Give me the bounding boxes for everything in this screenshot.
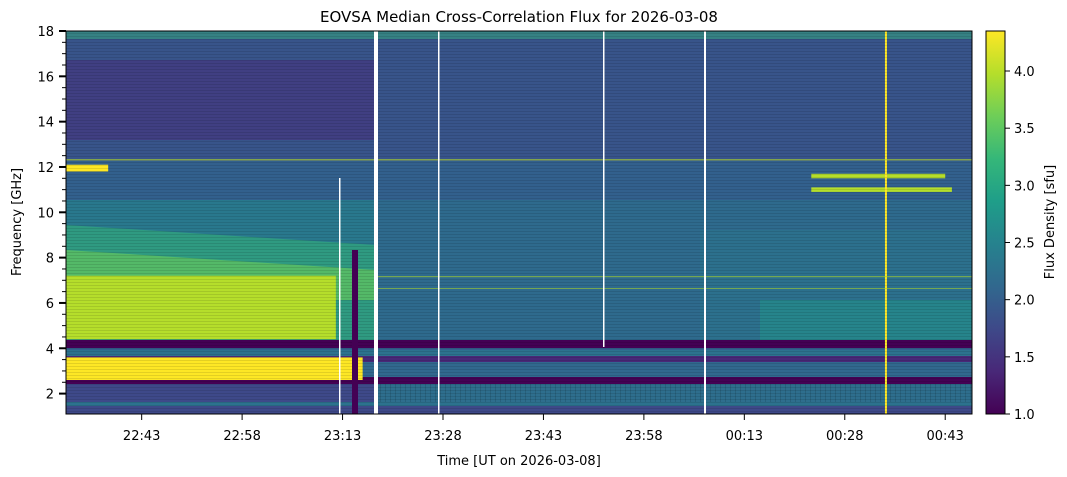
colorbar-label: Flux Density [sfu] bbox=[1043, 165, 1058, 279]
y-tick-label-0: 2 bbox=[46, 388, 54, 403]
x-tick-label-0: 22:43 bbox=[123, 429, 160, 444]
chart-title: EOVSA Median Cross-Correlation Flux for … bbox=[320, 8, 718, 26]
x-axis: 22:43 22:58 23:13 23:28 23:43 23:58 00:13 00:28… bbox=[123, 414, 964, 444]
colorbar-tick-label-5: 3.5 bbox=[1014, 122, 1035, 137]
x-tick-label-6: 00:13 bbox=[726, 429, 763, 444]
colorbar-axis: 1.0 1.5 2.0 2.5 3.0 3.5 4.0 bbox=[1005, 65, 1035, 423]
y-tick-label-2: 6 bbox=[46, 297, 54, 312]
x-tick-label-7: 00:28 bbox=[826, 429, 863, 444]
colorbar bbox=[985, 30, 1006, 415]
x-tick-label-4: 23:43 bbox=[525, 429, 562, 444]
x-tick-label-3: 23:28 bbox=[424, 429, 461, 444]
x-tick-label-1: 22:58 bbox=[223, 429, 260, 444]
colorbar-tick-label-2: 2.0 bbox=[1014, 294, 1035, 309]
y-tick-label-4: 10 bbox=[37, 206, 54, 221]
y-tick-label-6: 14 bbox=[37, 116, 54, 131]
colorbar-tick-label-3: 2.5 bbox=[1014, 237, 1035, 252]
y-tick-label-8: 18 bbox=[37, 25, 54, 40]
spectrogram-image bbox=[66, 31, 972, 414]
x-axis-label: Time [UT on 2026-03-08] bbox=[436, 454, 601, 469]
y-tick-label-7: 16 bbox=[37, 70, 54, 85]
y-tick-label-5: 12 bbox=[37, 161, 54, 176]
plot-frame bbox=[65, 30, 973, 415]
colorbar-tick-label-1: 1.5 bbox=[1014, 351, 1035, 366]
y-axis: 2 4 6 8 10 12 14 16 18 bbox=[37, 25, 66, 403]
y-tick-label-1: 4 bbox=[46, 342, 54, 357]
colorbar-tick-label-4: 3.0 bbox=[1014, 179, 1035, 194]
x-tick-label-2: 23:13 bbox=[324, 429, 361, 444]
x-tick-label-8: 00:43 bbox=[926, 429, 963, 444]
y-axis-label: Frequency [GHz] bbox=[10, 168, 25, 276]
y-tick-label-3: 8 bbox=[46, 252, 54, 267]
x-tick-label-5: 23:58 bbox=[625, 429, 662, 444]
colorbar-tick-label-0: 1.0 bbox=[1014, 408, 1035, 423]
colorbar-tick-label-6: 4.0 bbox=[1014, 65, 1035, 80]
